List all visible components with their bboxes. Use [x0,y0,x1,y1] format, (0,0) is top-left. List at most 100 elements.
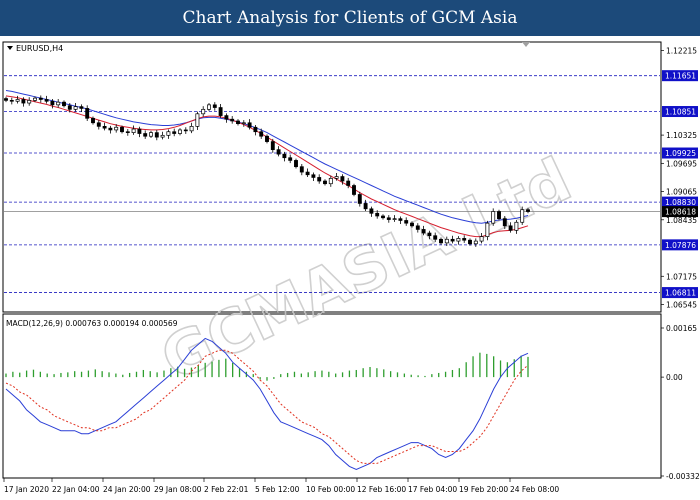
chart-canvas[interactable]: EURUSD,H4 GCMASIA Ltd 1.122151.103251.09… [0,36,700,500]
candle[interactable] [352,183,356,197]
candle[interactable] [102,122,107,131]
level-badge[interactable]: 1.07876 [662,239,698,251]
level-badge[interactable]: 1.10851 [662,106,698,118]
candle[interactable] [166,129,171,139]
candle[interactable] [96,120,101,130]
candle[interactable] [259,128,264,139]
candle[interactable] [120,125,124,134]
candle[interactable] [491,208,496,226]
candle[interactable] [253,125,258,136]
candle[interactable] [67,103,72,113]
price-pane[interactable] [2,41,662,313]
candle[interactable] [108,125,113,134]
candle[interactable] [114,124,119,133]
candle[interactable] [212,102,217,111]
candle[interactable] [178,128,182,136]
candle[interactable] [340,174,345,185]
current-price-badge[interactable]: 1.08618 [662,206,698,218]
candle[interactable] [456,236,461,245]
candle[interactable] [508,222,513,233]
candle[interactable] [392,215,397,222]
candle[interactable] [21,97,26,107]
candle[interactable] [149,130,153,139]
candle[interactable] [160,131,165,140]
candle[interactable] [131,125,136,135]
candle[interactable] [4,96,8,103]
candle[interactable] [323,179,327,186]
candle[interactable] [334,172,339,181]
candle[interactable] [363,199,368,212]
candle[interactable] [33,96,37,103]
candle[interactable] [485,220,490,241]
candle[interactable] [444,236,449,247]
candle[interactable] [195,111,200,130]
candle[interactable] [207,103,211,112]
candle[interactable] [230,116,235,124]
candle[interactable] [514,220,519,234]
candle[interactable] [183,127,188,134]
candle[interactable] [468,238,472,246]
level-badge[interactable]: 1.08830 [662,196,698,208]
candle[interactable] [241,120,246,127]
candle[interactable] [79,104,84,113]
candle[interactable] [305,168,310,177]
candle[interactable] [415,223,420,233]
candle[interactable] [85,105,90,121]
candle[interactable] [381,214,385,220]
candle[interactable] [375,210,380,219]
candle[interactable] [299,164,304,176]
candle[interactable] [218,103,223,118]
candle[interactable] [520,206,525,225]
candle[interactable] [462,235,467,243]
candle[interactable] [276,146,281,157]
level-badge[interactable]: 1.06811 [662,287,698,299]
dropdown-triangle-icon[interactable] [7,46,13,50]
level-badge[interactable]: 1.09925 [662,147,698,159]
candle[interactable] [143,130,148,139]
candle[interactable] [294,158,298,169]
candle[interactable] [433,232,438,242]
candle[interactable] [73,103,78,112]
candle[interactable] [91,116,95,125]
candle[interactable] [282,151,287,162]
candle[interactable] [270,138,275,153]
candle[interactable] [410,221,414,228]
candle[interactable] [27,97,32,106]
candle[interactable] [317,174,322,184]
candle[interactable] [473,238,478,247]
level-badge[interactable]: 1.11651 [662,70,698,82]
candle[interactable] [247,119,252,130]
candle[interactable] [236,119,240,126]
candle[interactable] [56,99,61,108]
candle[interactable] [311,172,316,182]
candle[interactable] [398,216,403,225]
candle[interactable] [288,154,293,164]
candle[interactable] [137,126,142,138]
candle[interactable] [357,191,362,207]
candle[interactable] [15,95,20,104]
candle[interactable] [404,217,409,226]
macd-pane[interactable] [2,313,662,479]
chart-shift-marker-icon[interactable] [522,42,530,47]
candle[interactable] [62,100,66,108]
chart-window[interactable]: EURUSD,H4 GCMASIA Ltd 1.12215 1.10325 1.09… [0,36,700,500]
candle[interactable] [38,95,43,103]
candle[interactable] [427,230,432,240]
candle[interactable] [154,129,159,141]
candle[interactable] [9,97,14,105]
candle[interactable] [125,129,130,136]
candle[interactable] [479,233,484,244]
candle[interactable] [497,209,501,221]
candle[interactable] [328,175,333,187]
candle[interactable] [346,177,351,189]
candle[interactable] [421,225,426,236]
candle[interactable] [386,215,391,223]
candle[interactable] [201,106,206,117]
candle[interactable] [369,206,374,217]
candle[interactable] [44,95,49,104]
candle[interactable] [439,237,443,245]
candle[interactable] [450,235,455,244]
candle[interactable] [172,128,177,137]
candle[interactable] [189,122,194,134]
candle[interactable] [265,134,269,144]
